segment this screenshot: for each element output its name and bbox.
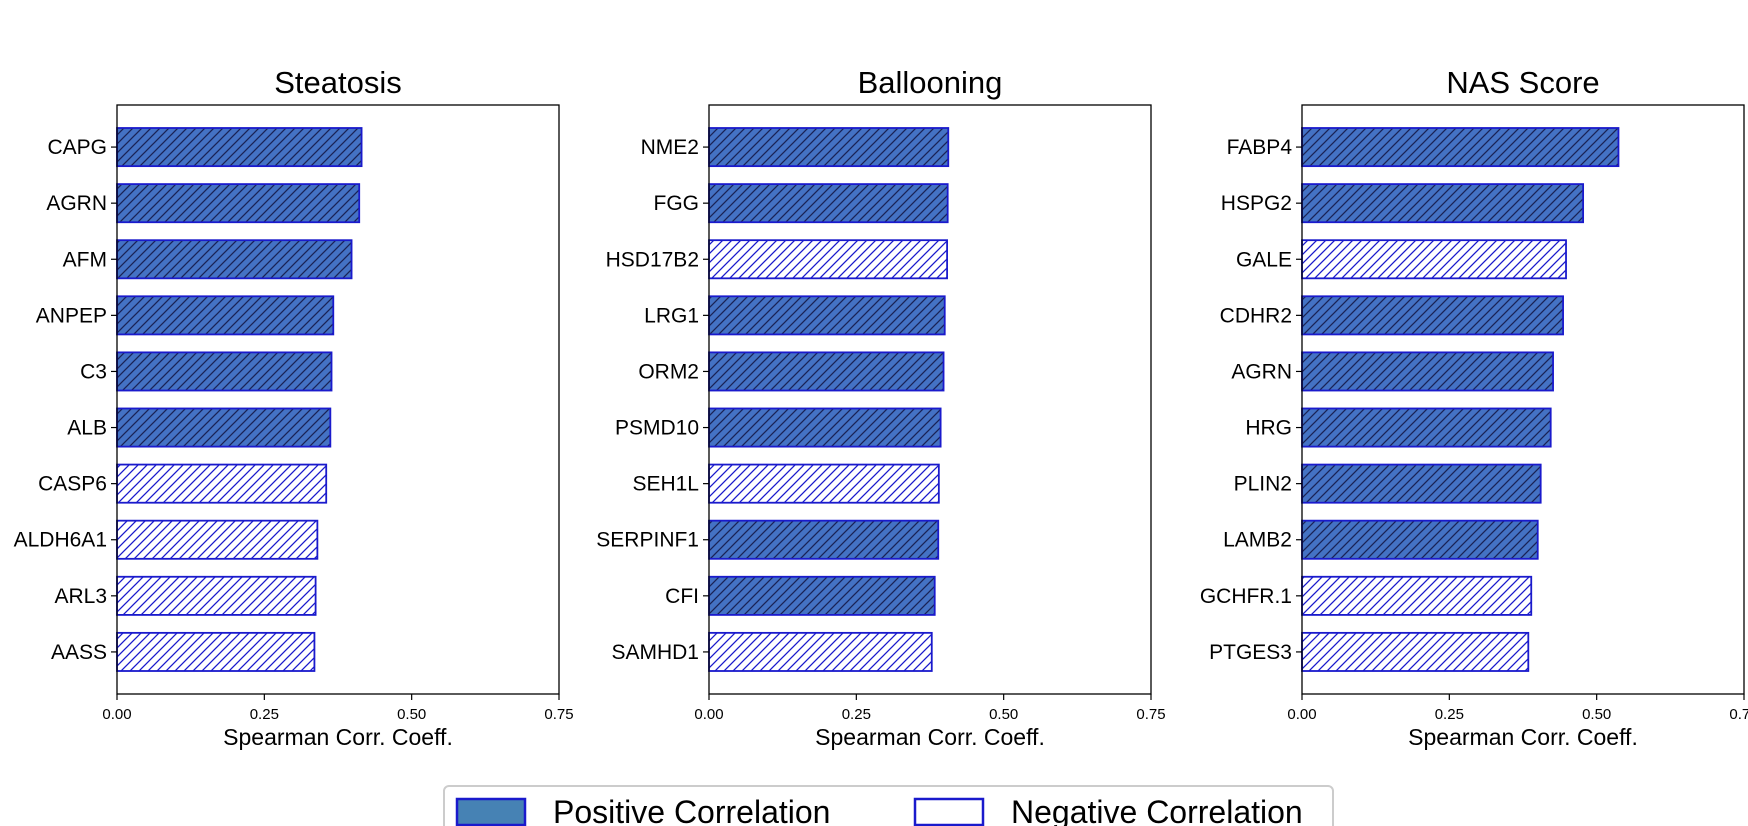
bar [116, 575, 317, 616]
x-tick-label: 0.25 [1435, 706, 1464, 723]
y-tick-label: FABP4 [1227, 136, 1293, 159]
plot-frame [116, 104, 560, 695]
bar [116, 183, 361, 224]
y-tick-label: NME2 [641, 136, 699, 159]
y-tick-label: CFI [665, 585, 699, 608]
bar [116, 127, 363, 168]
chart-panel: Steatosis CAPG AGRN AFM ANPEP C3 ALB CASP6 ALDH6… [14, 65, 574, 750]
y-tick-label: FGG [654, 192, 700, 215]
y-tick-label: ARL3 [54, 585, 107, 608]
y-tick-label: LRG1 [644, 304, 699, 327]
bar [116, 295, 335, 336]
bar [708, 407, 942, 448]
y-tick-label: AGRN [1231, 360, 1292, 383]
x-tick-label: 0.00 [102, 706, 131, 723]
bar [708, 631, 933, 672]
y-tick-label: SEH1L [632, 473, 699, 496]
bar [708, 295, 946, 336]
legend-swatch-negative [913, 797, 985, 826]
y-tick-label: PSMD10 [615, 417, 699, 440]
legend-swatch-positive [455, 797, 527, 826]
y-tick-label: AASS [51, 641, 107, 664]
bar [1301, 463, 1542, 504]
legend-label-negative: Negative Correlation [1011, 794, 1303, 826]
x-tick-label: 0.25 [842, 706, 871, 723]
x-tick-label: 0.50 [989, 706, 1018, 723]
x-axis-label: Spearman Corr. Coeff. [223, 724, 453, 750]
y-tick-label: HRG [1245, 417, 1292, 440]
y-tick-label: C3 [80, 360, 107, 383]
bar [708, 519, 940, 560]
y-tick-label: GCHFR.1 [1200, 585, 1292, 608]
bar [1301, 127, 1620, 168]
bar [1301, 239, 1567, 280]
legend: Positive Correlation Negative Correlation [443, 785, 1334, 826]
x-tick-label: 0.75 [1136, 706, 1165, 723]
x-tick-label: 0.00 [1287, 706, 1316, 723]
bar [1301, 631, 1530, 672]
y-tick-label: LAMB2 [1223, 529, 1292, 552]
panel-title: Ballooning [858, 65, 1003, 100]
plot-frame [708, 104, 1152, 695]
bar [1301, 295, 1564, 336]
y-tick-label: CAPG [47, 136, 107, 159]
chart-panels: Steatosis CAPG AGRN AFM ANPEP C3 ALB CASP6 ALDH6… [14, 65, 1748, 750]
bar [708, 183, 949, 224]
x-tick-label: 0.00 [694, 706, 723, 723]
y-tick-label: CASP6 [38, 473, 107, 496]
y-tick-label: GALE [1236, 248, 1292, 271]
y-tick-label: ANPEP [36, 304, 107, 327]
y-tick-label: ALB [67, 417, 107, 440]
bar [1301, 183, 1585, 224]
bar [116, 239, 353, 280]
legend-frame [443, 785, 1334, 826]
bar [708, 351, 945, 392]
x-tick-label: 0.50 [1582, 706, 1611, 723]
chart-panel: NAS Score FABP4 HSPG2 GALE CDHR2 AGRN HRG PLIN2… [1200, 65, 1748, 750]
x-axis-label: Spearman Corr. Coeff. [1408, 724, 1638, 750]
y-tick-label: SERPINF1 [596, 529, 699, 552]
bar [1301, 519, 1539, 560]
y-tick-label: SAMHD1 [611, 641, 699, 664]
bar [1301, 407, 1552, 448]
bar [116, 463, 328, 504]
bar [1301, 351, 1554, 392]
y-tick-label: HSD17B2 [606, 248, 699, 271]
x-axis-label: Spearman Corr. Coeff. [815, 724, 1045, 750]
x-tick-label: 0.25 [250, 706, 279, 723]
chart-panel: Ballooning NME2 FGG HSD17B2 LRG1 ORM2 PSMD10 SE… [596, 65, 1165, 750]
bar [1301, 575, 1533, 616]
y-tick-label: ALDH6A1 [14, 529, 107, 552]
x-tick-label: 0.75 [1729, 706, 1748, 723]
legend-label-positive: Positive Correlation [553, 794, 830, 826]
y-tick-label: ORM2 [638, 360, 699, 383]
y-tick-label: HSPG2 [1221, 192, 1292, 215]
bar [708, 127, 950, 168]
bar [708, 575, 936, 616]
bar [116, 351, 333, 392]
panel-title: Steatosis [274, 65, 402, 100]
panel-title: NAS Score [1446, 65, 1599, 100]
y-tick-label: PTGES3 [1209, 641, 1292, 664]
bar [116, 407, 332, 448]
y-tick-label: CDHR2 [1220, 304, 1292, 327]
bar [708, 239, 948, 280]
y-tick-label: AFM [63, 248, 107, 271]
bar [116, 631, 316, 672]
x-tick-label: 0.50 [397, 706, 426, 723]
y-tick-label: AGRN [46, 192, 107, 215]
bar [116, 519, 319, 560]
x-tick-label: 0.75 [544, 706, 573, 723]
plot-frame [1301, 104, 1745, 695]
bar [708, 463, 940, 504]
y-tick-label: PLIN2 [1234, 473, 1292, 496]
